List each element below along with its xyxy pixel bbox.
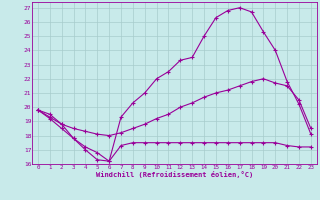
X-axis label: Windchill (Refroidissement éolien,°C): Windchill (Refroidissement éolien,°C) bbox=[96, 171, 253, 178]
